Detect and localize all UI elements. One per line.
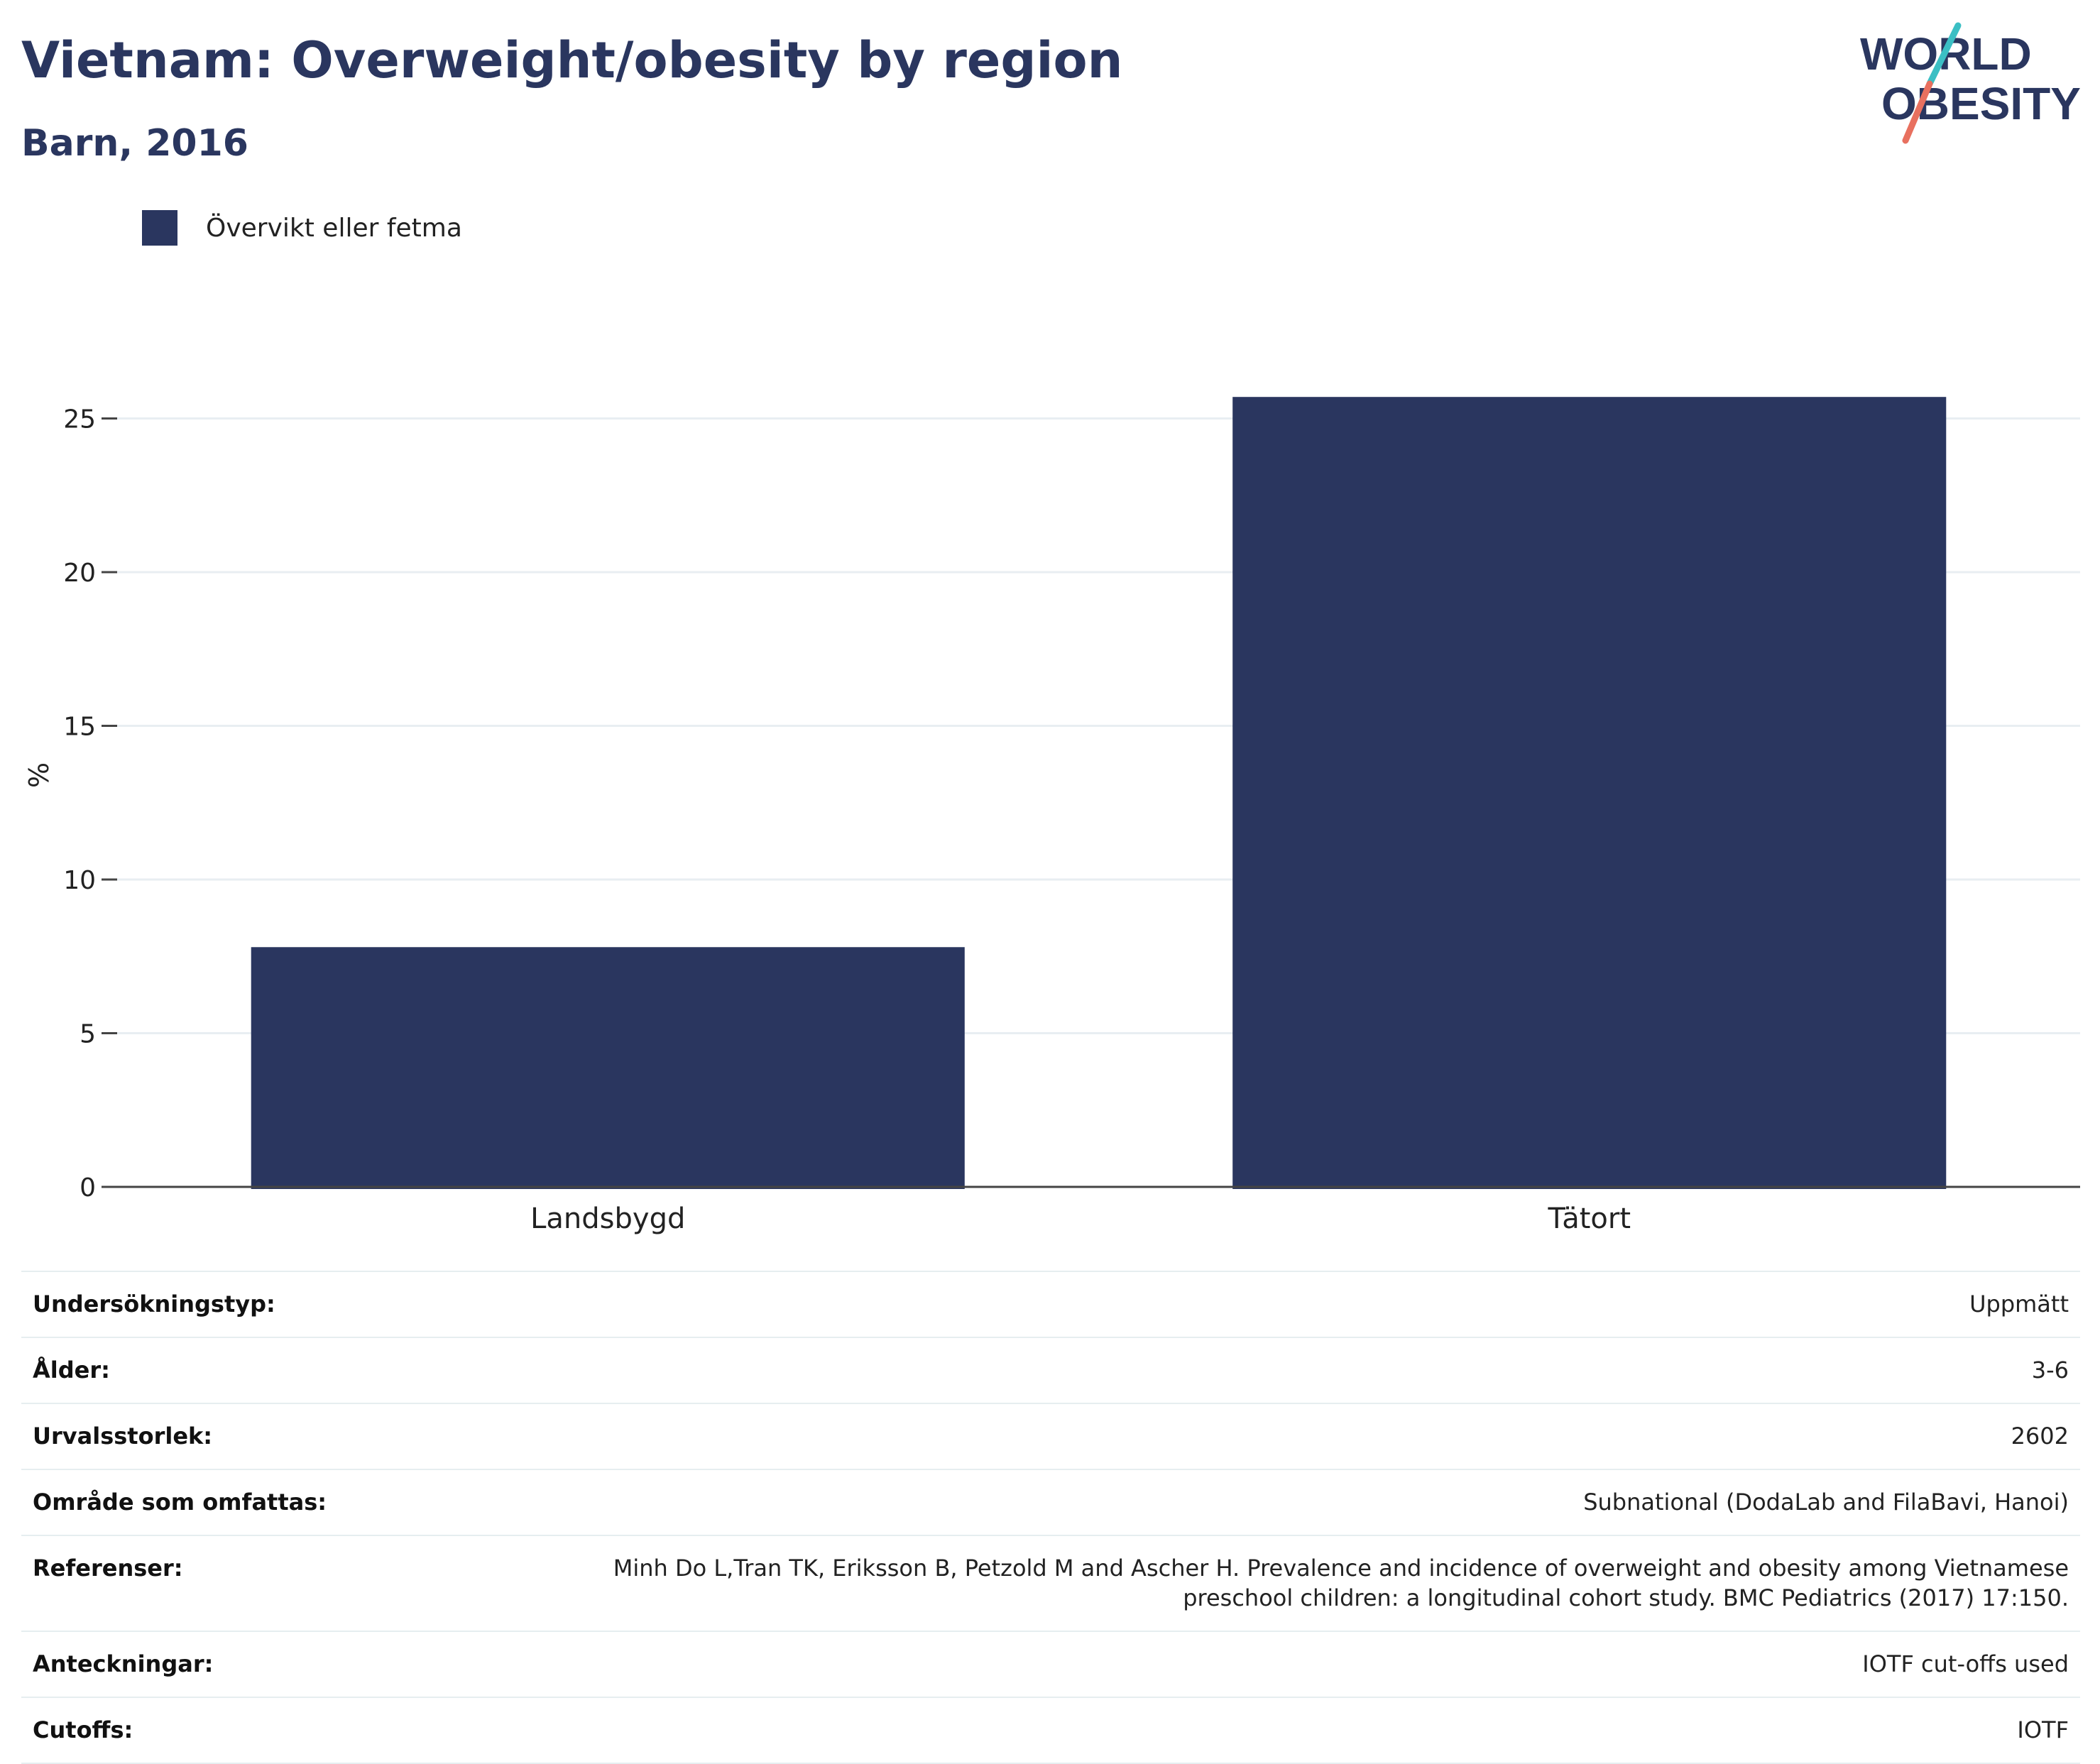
- details-value: Uppmätt: [1969, 1291, 2069, 1317]
- details-row: Undersökningstyp: Uppmätt: [21, 1271, 2080, 1337]
- y-axis-title: %: [23, 762, 55, 788]
- bar-landsbygd[interactable]: [251, 947, 965, 1189]
- bar-tätort[interactable]: [1232, 397, 1947, 1190]
- details-row: Urvalsstorlek: 2602: [21, 1403, 2080, 1469]
- y-tick-label: 0: [80, 1173, 96, 1203]
- x-tick-label: Landsbygd: [530, 1203, 685, 1235]
- details-key: Ålder:: [33, 1357, 110, 1384]
- details-table: Undersökningstyp: Uppmätt Ålder: 3-6 Urvalss…: [21, 1271, 2080, 1764]
- details-row: Område som omfattas: Subnational (DodaLab…: [21, 1469, 2080, 1535]
- details-key: Område som omfattas:: [33, 1489, 327, 1516]
- x-axis-ticks: Landsbygd Tätort: [530, 1203, 1631, 1235]
- details-key: Cutoffs:: [33, 1716, 133, 1743]
- details-value-line: preschool children: a longitudinal cohor…: [1183, 1584, 2069, 1611]
- bar-chart: 0 5 10 15 20 25 Landsbygd Tätort %: [23, 397, 2080, 1235]
- legend-label: Övervikt eller fetma: [206, 213, 462, 243]
- details-key: Undersökningstyp:: [33, 1291, 275, 1317]
- details-value-line: Minh Do L,Tran TK, Eriksson B, Petzold M…: [613, 1555, 2069, 1582]
- details-value: 3-6: [2031, 1357, 2069, 1384]
- logo-slash-bottom: [1902, 80, 1933, 144]
- details-key: Referenser:: [33, 1555, 183, 1582]
- details-row: Cutoffs: IOTF: [21, 1697, 2080, 1763]
- details-value: Minh Do L,Tran TK, Eriksson B, Petzold M…: [541, 1535, 2080, 1631]
- details-value: 2602: [2011, 1423, 2069, 1450]
- y-tick-label: 5: [80, 1020, 96, 1049]
- x-tick-label: Tätort: [1547, 1203, 1631, 1235]
- y-tick-label: 20: [63, 559, 96, 588]
- y-tick-label: 25: [63, 405, 96, 434]
- details-row: Anteckningar: IOTF cut-offs used: [21, 1631, 2080, 1697]
- details-row: Referenser: Minh Do L,Tran TK, Eriksson B…: [21, 1535, 2080, 1631]
- y-tick-label: 15: [63, 713, 96, 742]
- y-axis-ticks: 0 5 10 15 20 25: [63, 405, 117, 1203]
- details-value: Subnational (DodaLab and FilaBavi, Hanoi…: [1583, 1489, 2069, 1516]
- chart-subtitle: Barn, 2016: [21, 122, 248, 165]
- details-row: Ålder: 3-6: [21, 1337, 2080, 1403]
- logo-slash-top: [1926, 22, 1962, 87]
- details-key: Urvalsstorlek:: [33, 1423, 213, 1450]
- chart-legend[interactable]: Övervikt eller fetma: [142, 210, 462, 246]
- bars: [251, 397, 1947, 1190]
- y-tick-label: 10: [63, 866, 96, 895]
- world-obesity-logo: WORLD OBESITY: [1860, 22, 2081, 144]
- details-value: IOTF: [2017, 1716, 2069, 1743]
- details-value: IOTF cut-offs used: [1862, 1650, 2069, 1677]
- chart-title: Vietnam: Overweight/obesity by region: [21, 31, 1123, 89]
- legend-swatch: [142, 210, 177, 246]
- details-key: Anteckningar:: [33, 1650, 214, 1677]
